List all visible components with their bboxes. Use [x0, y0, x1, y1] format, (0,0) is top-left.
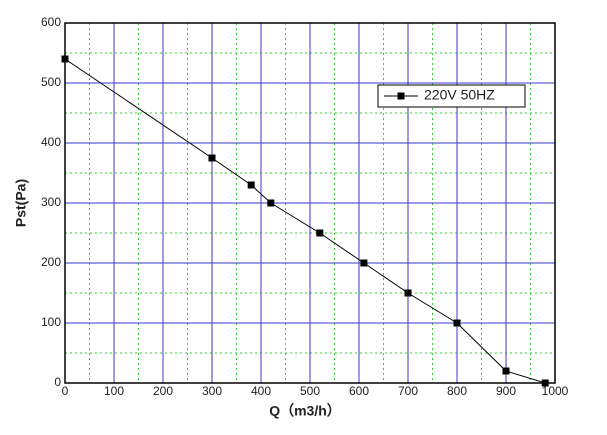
point-marker — [453, 319, 461, 327]
point-marker — [247, 181, 255, 189]
point-marker — [502, 367, 510, 375]
series-line — [64, 58, 546, 384]
x-axis-label: Q（m3/h） — [269, 403, 341, 419]
legend-marker — [397, 92, 405, 100]
x-tick-label: 500 — [300, 384, 320, 398]
point-marker — [267, 199, 275, 207]
y-tick-label: 100 — [41, 315, 61, 329]
point-marker — [541, 379, 549, 387]
x-tick-label: 100 — [104, 384, 124, 398]
y-tick-label: 400 — [41, 135, 61, 149]
x-tick-label: 800 — [447, 384, 467, 398]
point-marker — [208, 154, 216, 162]
plot-frame — [64, 22, 556, 384]
x-tick-label: 400 — [251, 384, 271, 398]
y-tick-label: 300 — [41, 195, 61, 209]
point-marker — [360, 259, 368, 267]
point-marker — [316, 229, 324, 237]
x-tick-label: 1000 — [542, 384, 569, 398]
y-tick-label: 500 — [41, 75, 61, 89]
y-tick-label: 0 — [54, 375, 61, 389]
legend-label: 220V 50HZ — [424, 87, 495, 103]
point-marker — [404, 289, 412, 297]
x-tick-label: 300 — [202, 384, 222, 398]
point-marker — [61, 55, 69, 63]
y-axis-label: Pst(Pa) — [13, 179, 29, 227]
legend-box — [377, 84, 526, 108]
y-tick-label: 600 — [41, 15, 61, 29]
y-tick-label: 200 — [41, 255, 61, 269]
x-tick-label: 700 — [398, 384, 418, 398]
x-tick-label: 0 — [62, 384, 69, 398]
x-tick-label: 600 — [349, 384, 369, 398]
x-tick-label: 200 — [153, 384, 173, 398]
x-tick-label: 900 — [496, 384, 516, 398]
